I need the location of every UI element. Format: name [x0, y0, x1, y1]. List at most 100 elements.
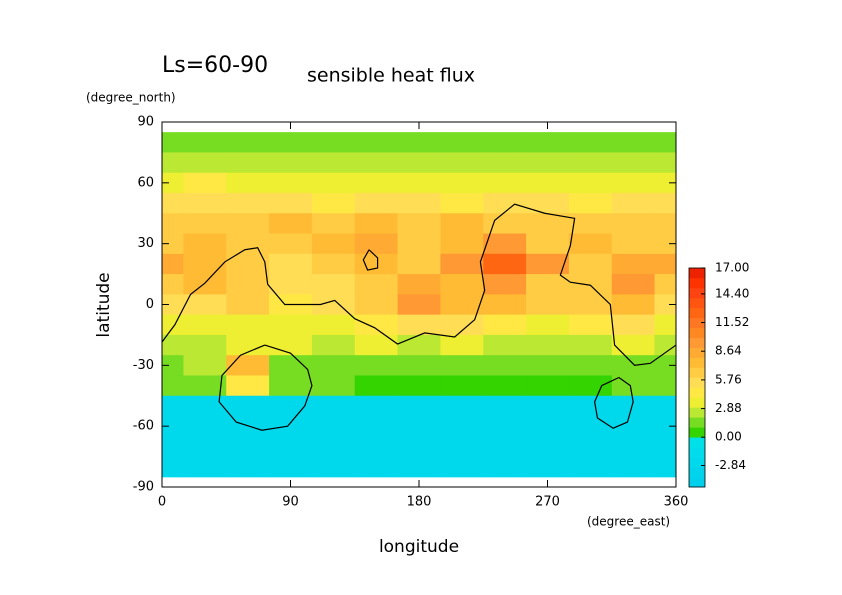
- colorbar-label: 5.76: [715, 372, 742, 386]
- heat-cell: [440, 213, 484, 235]
- heat-cell: [440, 334, 484, 356]
- heat-cell: [526, 355, 570, 376]
- heat-cell: [162, 253, 184, 275]
- heat-cell: [611, 375, 656, 397]
- heat-cell: [568, 456, 613, 478]
- heat-cell: [311, 375, 356, 397]
- heat-cell: [311, 436, 356, 458]
- heat-cell: [611, 294, 656, 316]
- heat-cell: [654, 375, 677, 397]
- heat-cell: [568, 152, 613, 174]
- heat-cell: [269, 233, 313, 255]
- heat-cell: [483, 314, 527, 336]
- heat-cell: [269, 172, 313, 194]
- heat-cell: [226, 294, 270, 316]
- heat-cell: [183, 375, 227, 397]
- heat-cell: [568, 334, 613, 356]
- heat-cell: [162, 152, 184, 174]
- heat-cell: [354, 355, 399, 376]
- heat-cell: [183, 334, 227, 356]
- heat-cell: [162, 456, 184, 478]
- heat-cell: [162, 314, 184, 336]
- heat-cell: [226, 132, 270, 153]
- heat-cell: [526, 314, 570, 336]
- colorbar-band: [689, 347, 705, 358]
- heat-cell: [611, 233, 656, 255]
- heat-cell: [183, 274, 227, 295]
- heat-cell: [226, 314, 270, 336]
- heat-cell: [568, 436, 613, 458]
- heat-cell: [311, 172, 356, 194]
- y-tick-label: -60: [133, 419, 154, 434]
- heat-cell: [654, 213, 677, 235]
- heat-cell: [440, 152, 484, 174]
- heat-cell: [311, 395, 356, 417]
- colorbar-band: [689, 327, 705, 338]
- heat-cell: [397, 233, 441, 255]
- heat-cell: [311, 355, 356, 376]
- heat-cell: [354, 152, 399, 174]
- contour-line: [593, 376, 634, 429]
- heat-cell: [354, 334, 399, 356]
- heat-cell: [354, 294, 399, 316]
- heat-cell: [183, 416, 227, 437]
- heat-cell: [526, 213, 570, 235]
- heat-cell: [226, 253, 270, 275]
- y-tick-label: 0: [146, 297, 154, 312]
- heat-cell: [354, 375, 399, 397]
- colorbar-band: [689, 297, 705, 309]
- heat-cell: [311, 132, 356, 153]
- colorbar-label: 17.00: [715, 261, 749, 275]
- heat-cell: [654, 172, 677, 194]
- colorbar-band: [689, 417, 705, 428]
- heat-cell: [526, 436, 570, 458]
- heat-cell: [483, 233, 527, 255]
- heat-cell: [526, 416, 570, 437]
- colorbar-band: [689, 357, 705, 368]
- heat-cell: [162, 274, 184, 295]
- heat-cell: [226, 334, 270, 356]
- colorbar-band: [689, 337, 705, 348]
- heat-cell: [397, 314, 441, 336]
- heat-cell: [183, 395, 227, 417]
- heat-cell: [311, 192, 356, 214]
- heat-cell: [226, 274, 270, 295]
- heat-cell: [611, 132, 656, 153]
- heat-cell: [311, 314, 356, 336]
- x-tick-label: 270: [535, 495, 560, 510]
- heat-cell: [397, 274, 441, 295]
- heat-cell: [269, 334, 313, 356]
- heat-cell: [526, 456, 570, 478]
- heat-cell: [354, 233, 399, 255]
- x-tick-label: 90: [282, 495, 299, 510]
- heat-cell: [226, 355, 270, 376]
- heat-cell: [611, 395, 656, 417]
- heat-cell: [483, 334, 527, 356]
- heat-cell: [526, 334, 570, 356]
- heat-cell: [526, 172, 570, 194]
- heat-cell: [226, 436, 270, 458]
- heat-cell: [397, 334, 441, 356]
- heat-cell: [440, 253, 484, 275]
- heat-cell: [354, 132, 399, 153]
- heat-cell: [483, 132, 527, 153]
- heat-cell: [162, 395, 184, 417]
- colorbar-band: [689, 307, 705, 319]
- heat-cell: [611, 456, 656, 478]
- heat-cell: [483, 375, 527, 397]
- heat-cell: [440, 375, 484, 397]
- heat-cell: [311, 253, 356, 275]
- heat-cell: [654, 456, 677, 478]
- heat-cell: [183, 233, 227, 255]
- heat-cell: [226, 233, 270, 255]
- heat-cell: [654, 416, 677, 437]
- heat-cell: [654, 274, 677, 295]
- heat-cell: [162, 213, 184, 235]
- heat-cell: [483, 152, 527, 174]
- heat-cell: [611, 274, 656, 295]
- heat-cell: [568, 172, 613, 194]
- heat-cell: [483, 395, 527, 417]
- heat-cell: [311, 456, 356, 478]
- y-tick-label: 90: [137, 115, 154, 130]
